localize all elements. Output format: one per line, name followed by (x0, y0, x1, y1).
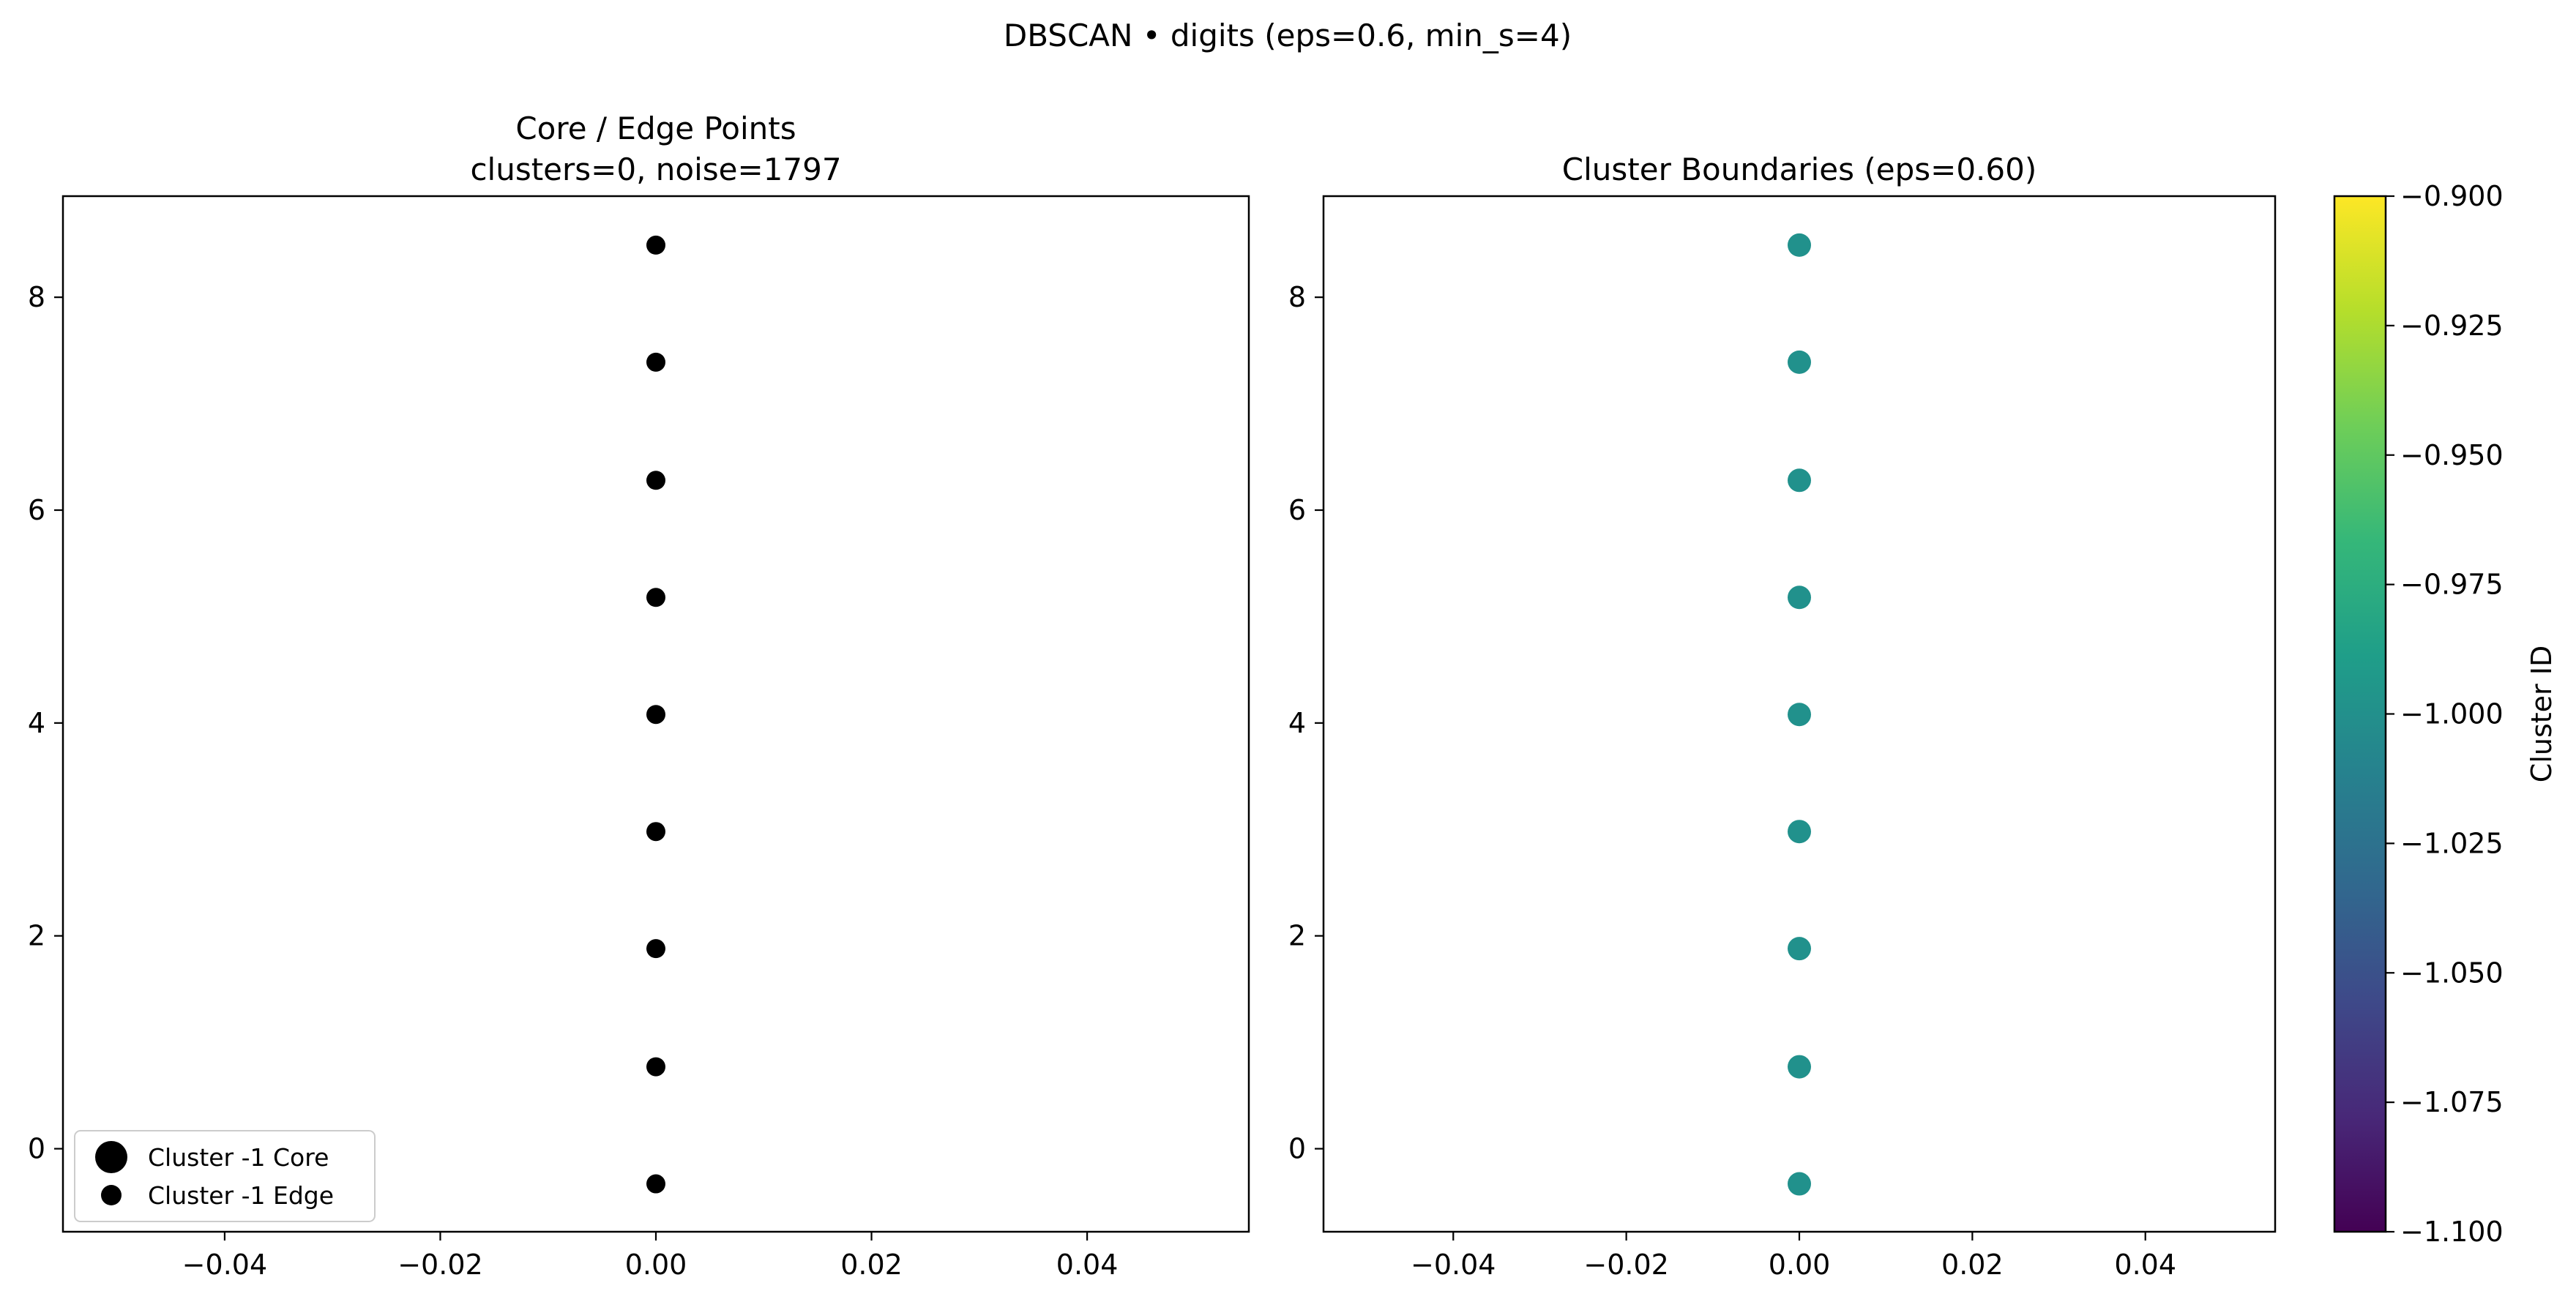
panel-title-line: clusters=0, noise=1797 (470, 151, 841, 187)
y-tick-label: 2 (28, 920, 45, 952)
scatter-point (1788, 1172, 1811, 1196)
colorbar-tick-label: −1.025 (2400, 827, 2504, 859)
scatter-point (1788, 233, 1811, 257)
colorbar-gradient (2333, 195, 2387, 1233)
y-tick-label: 6 (1288, 494, 1306, 526)
x-tick-label: −0.02 (397, 1249, 482, 1281)
cluster-id-colorbar: −1.100 −1.075 −1.050 −1.025 −1.000 −0.975 −0.9… (2333, 180, 2558, 1248)
cluster-boundaries-panel: Cluster Boundaries (eps=0.60) −0.04 −0.02 0… (1288, 151, 2277, 1281)
panel-title-line: Core / Edge Points (515, 111, 796, 146)
figure-suptitle: DBSCAN • digits (eps=0.6, min_s=4) (1004, 18, 1572, 53)
x-tick-label: 0.04 (2114, 1249, 2176, 1281)
scatter-point (646, 822, 665, 842)
scatter-point (646, 471, 665, 490)
x-tick-label: −0.04 (182, 1249, 267, 1281)
x-tick-label: 0.00 (625, 1249, 687, 1281)
colorbar-tick-label: −1.100 (2400, 1216, 2504, 1248)
colorbar-tick-label: −1.075 (2400, 1086, 2504, 1118)
x-tick-label: 0.04 (1056, 1249, 1119, 1281)
legend-label: Cluster -1 Edge (148, 1181, 334, 1210)
y-tick-label: 2 (1288, 920, 1306, 952)
colorbar-tick-label: −1.050 (2400, 957, 2504, 989)
colorbar-tick-label: −0.900 (2400, 180, 2504, 212)
scatter-point (1788, 585, 1811, 610)
legend: Cluster -1 Core Cluster -1 Edge (74, 1130, 376, 1222)
colorbar-tick-label: −0.975 (2400, 569, 2504, 601)
panel-title-line: Cluster Boundaries (eps=0.60) (1562, 151, 2036, 187)
legend-box (74, 1130, 376, 1222)
y-tick-label: 4 (28, 707, 45, 739)
legend-label: Cluster -1 Core (148, 1143, 329, 1172)
y-tick-label: 8 (1288, 281, 1306, 313)
scatter-point (646, 352, 665, 372)
x-tick-label: 0.00 (1769, 1249, 1831, 1281)
x-tick-label: 0.02 (840, 1249, 903, 1281)
scatter-point (1788, 937, 1811, 961)
colorbar-label: Cluster ID (2525, 646, 2558, 782)
scatter-point (646, 939, 665, 959)
scatter-point (646, 235, 665, 255)
scatter-point (1788, 820, 1811, 844)
scatter-point (646, 1174, 665, 1194)
x-tick-label: −0.02 (1583, 1249, 1668, 1281)
colorbar-tick-label: −0.925 (2400, 310, 2504, 342)
y-tick-label: 0 (1288, 1133, 1306, 1165)
y-tick-label: 4 (1288, 707, 1306, 739)
x-tick-label: 0.02 (1941, 1249, 2004, 1281)
x-tick-label: −0.04 (1411, 1249, 1496, 1281)
y-tick-label: 8 (28, 281, 45, 313)
scatter-point (646, 705, 665, 725)
scatter-point (646, 588, 665, 607)
core-edge-points-panel: Core / Edge Points clusters=0, noise=1797… (28, 111, 1250, 1281)
scatter-point (1788, 350, 1811, 374)
legend-marker (95, 1141, 127, 1173)
legend-marker (101, 1185, 122, 1205)
y-tick-label: 0 (28, 1133, 45, 1165)
scatter-point (1788, 468, 1811, 493)
scatter-point (1788, 1055, 1811, 1079)
scatter-point (646, 1057, 665, 1077)
scatter-point (1788, 703, 1811, 727)
colorbar-tick-label: −0.950 (2400, 439, 2504, 471)
colorbar-tick-label: −1.000 (2400, 698, 2504, 730)
y-tick-label: 6 (28, 494, 45, 526)
